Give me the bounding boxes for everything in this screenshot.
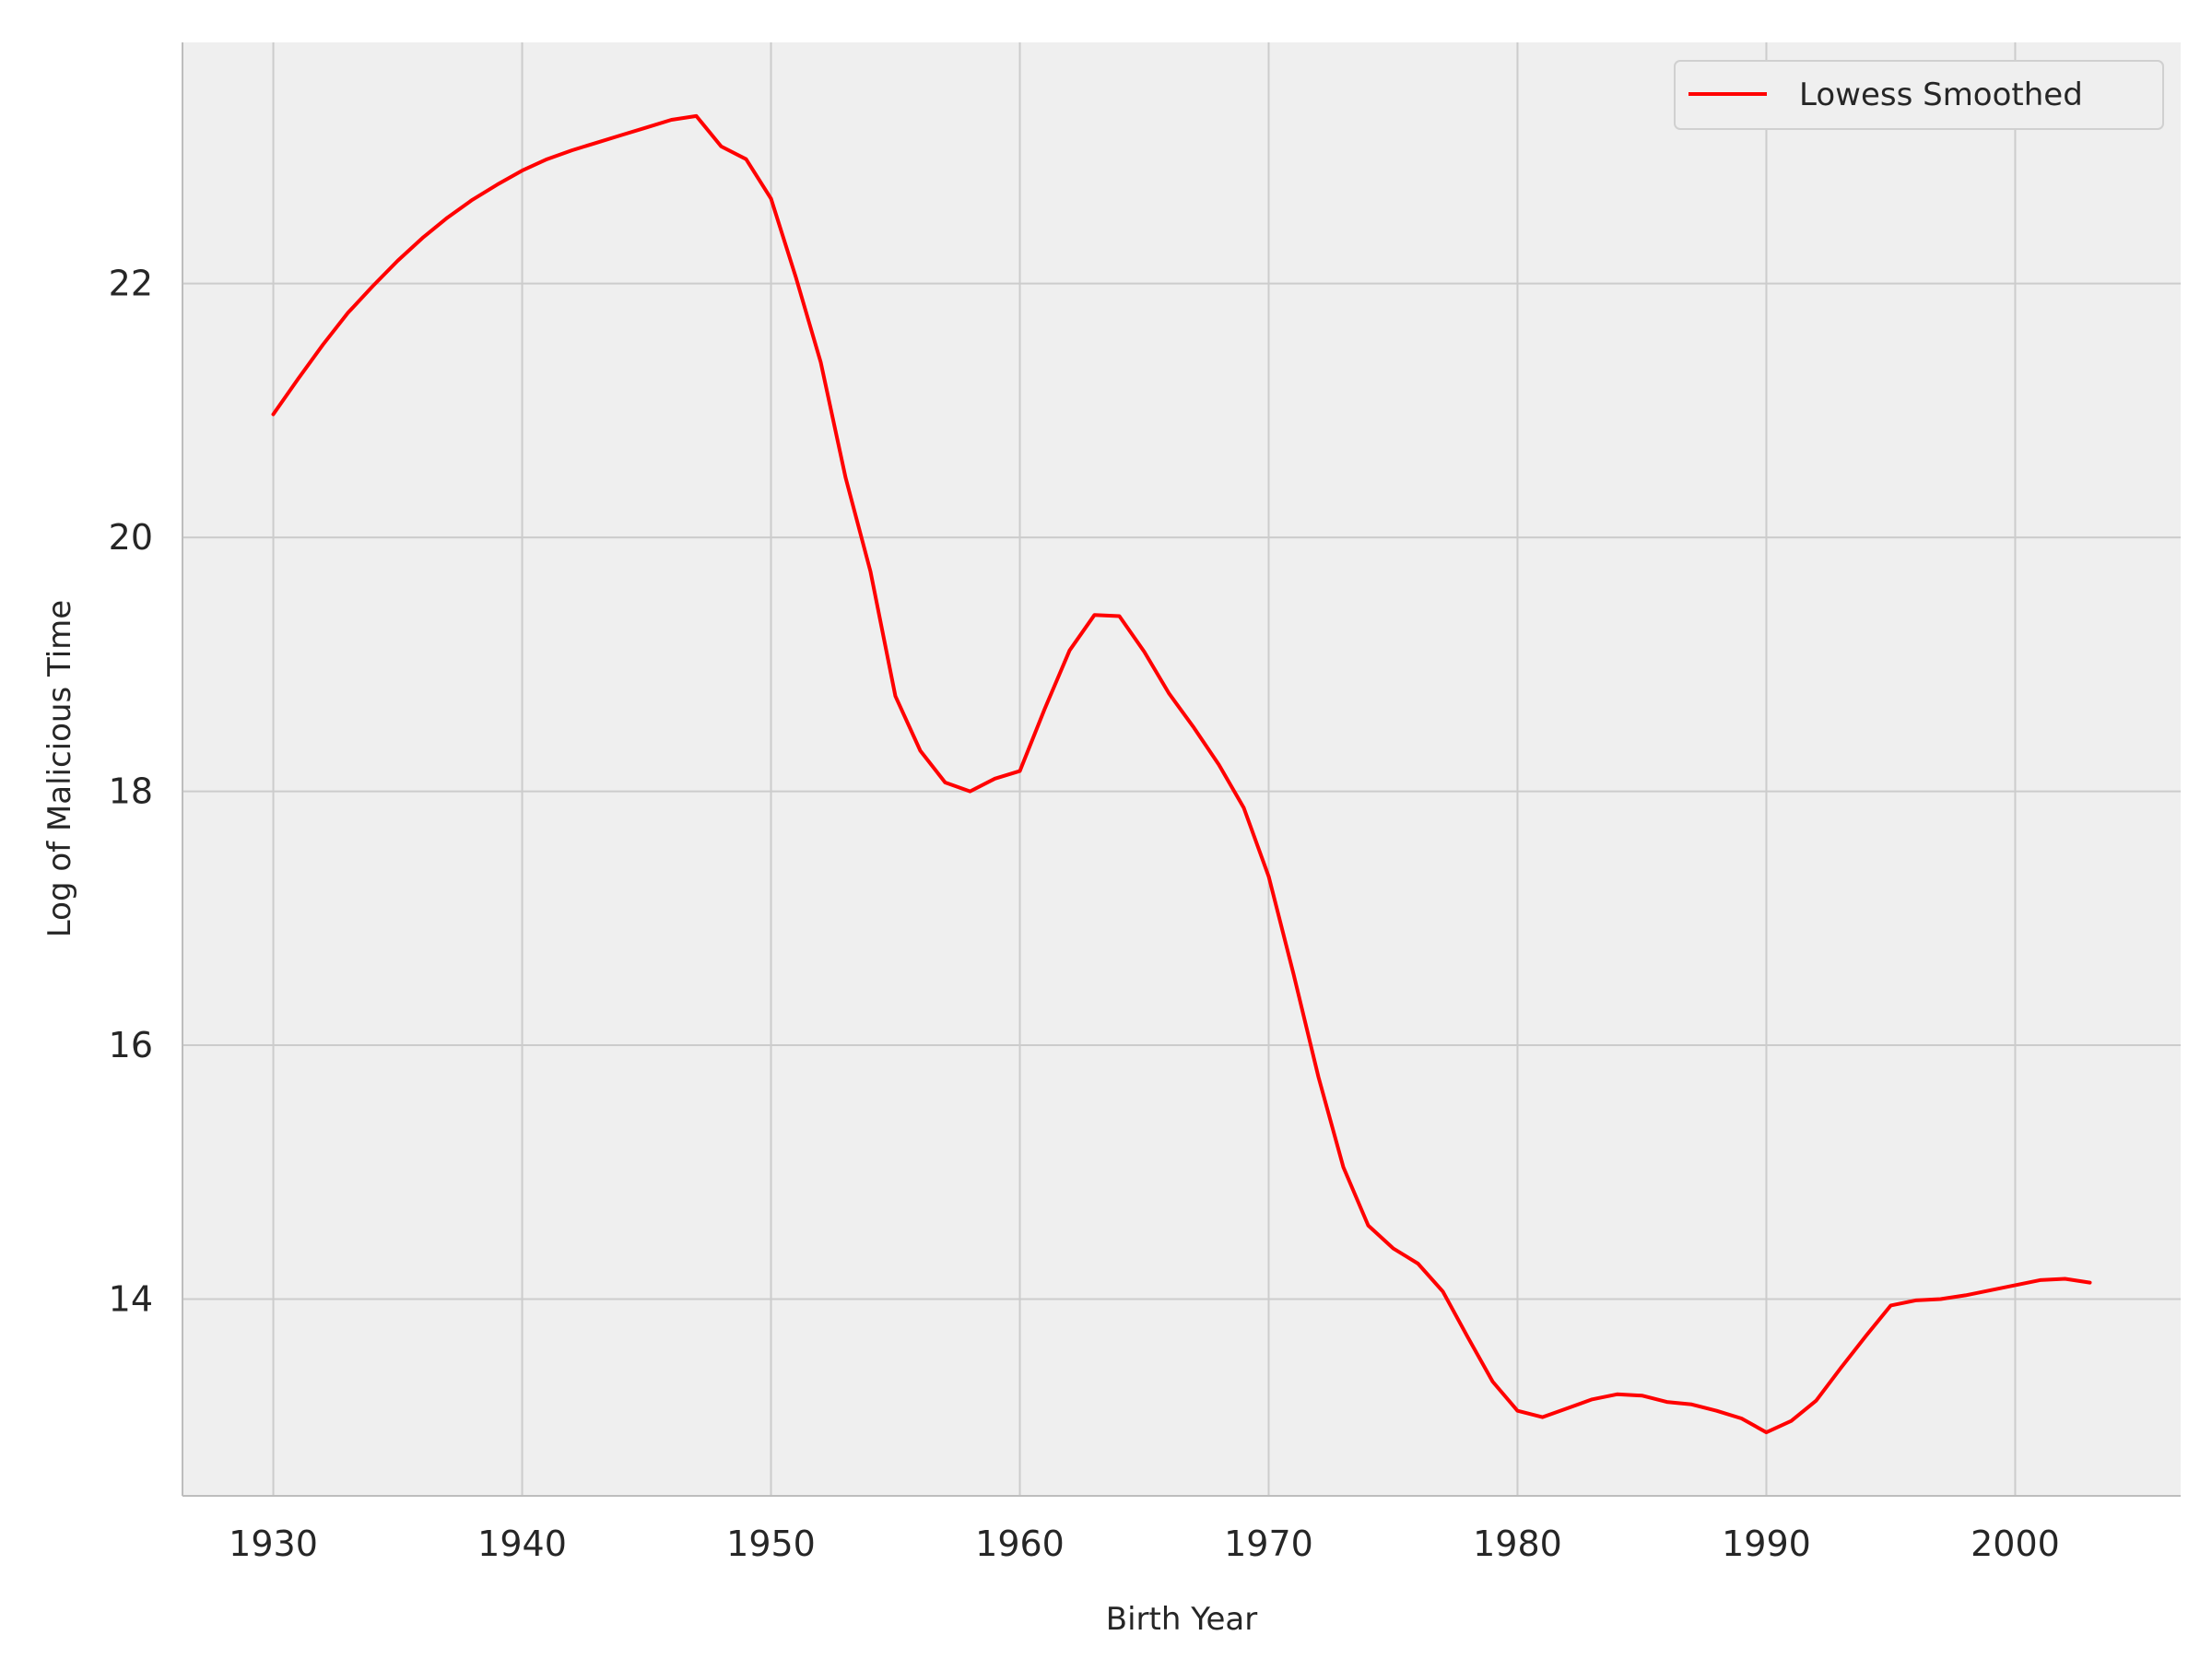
x-tick-label: 1930 <box>229 1524 318 1564</box>
series-line-0 <box>271 113 2092 1435</box>
plot-area <box>182 42 2181 1496</box>
series-group <box>271 113 2092 1435</box>
y-axis-label: Log of Malicious Time <box>41 600 78 937</box>
legend: Lowess Smoothed <box>1674 60 2164 130</box>
x-tick-label: 2000 <box>1971 1524 2060 1564</box>
x-tick-label: 1960 <box>975 1524 1065 1564</box>
x-tick-label: 1990 <box>1722 1524 1811 1564</box>
legend-label: Lowess Smoothed <box>1799 76 2083 113</box>
x-tick-label: 1940 <box>477 1524 567 1564</box>
y-tick-label: 22 <box>109 264 153 304</box>
grid <box>182 42 2181 1496</box>
y-tick-label: 18 <box>109 771 153 812</box>
axes <box>182 42 2181 1497</box>
y-tick-label: 16 <box>109 1025 153 1065</box>
legend-box <box>1674 60 2164 130</box>
y-tick-label: 20 <box>109 517 153 558</box>
y-tick-label: 14 <box>109 1279 153 1320</box>
tick-labels: 1930 1940 1950 1960 1970 1980 1990 2000 14 16 18 20… <box>109 264 2060 1564</box>
x-tick-label: 1980 <box>1473 1524 1562 1564</box>
x-tick-label: 1970 <box>1224 1524 1313 1564</box>
x-axis-label: Birth Year <box>1106 1601 1257 1638</box>
x-tick-label: 1950 <box>726 1524 816 1564</box>
